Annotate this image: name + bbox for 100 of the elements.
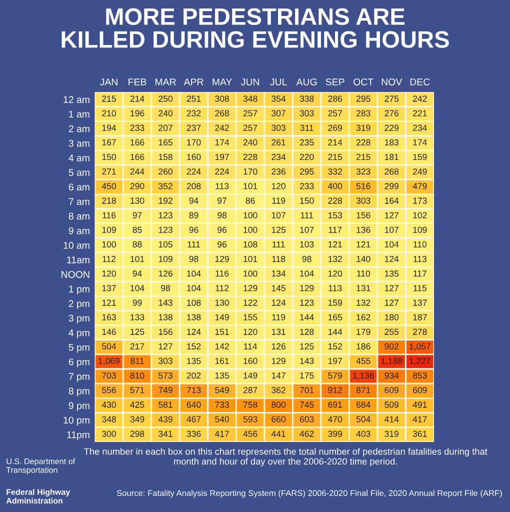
data-label: 165 [328, 314, 342, 320]
data-label: 218 [102, 198, 116, 204]
data-label: 180 [384, 314, 399, 320]
data-label: 811 [130, 358, 144, 364]
y-tick-label: 7 pm [68, 373, 90, 382]
data-label: 165 [158, 139, 172, 146]
data-label: 155 [244, 314, 258, 320]
x-tick-label: AUG [296, 78, 317, 86]
data-label: 540 [215, 416, 229, 422]
data-label: 295 [356, 96, 370, 102]
data-label: 187 [413, 314, 427, 320]
data-label: 240 [158, 110, 172, 116]
data-label: 257 [243, 110, 258, 116]
y-tick-label: 7 am [68, 198, 90, 206]
data-label: 240 [243, 139, 258, 146]
data-label: 98 [189, 256, 198, 262]
data-label: 158 [158, 154, 172, 160]
data-label: 127 [384, 285, 398, 292]
data-label: 1,136 [353, 372, 374, 380]
data-label: 186 [356, 343, 370, 350]
data-label: 88 [132, 241, 142, 248]
data-label: 912 [328, 387, 342, 394]
data-label: 133 [130, 314, 144, 320]
data-label: 220 [300, 154, 314, 160]
data-label: 303 [158, 358, 172, 364]
data-label: 236 [272, 168, 286, 175]
data-label: 1,069 [98, 358, 120, 366]
data-label: 162 [356, 314, 370, 320]
data-label: 109 [413, 226, 427, 233]
data-label: 159 [413, 154, 427, 160]
data-label: 118 [272, 256, 286, 262]
data-label: 234 [272, 154, 286, 160]
data-label: 217 [130, 343, 144, 350]
y-tick-label: 4 pm [68, 329, 90, 338]
data-label: 97 [218, 198, 226, 204]
data-label: 143 [158, 300, 172, 306]
y-tick-label: 1 pm [69, 286, 90, 294]
data-label: 152 [328, 343, 342, 350]
data-label: 221 [413, 110, 427, 116]
data-label: 215 [102, 96, 116, 102]
data-label: 417 [214, 430, 229, 437]
y-tick-label: 4 am [68, 154, 90, 162]
data-label: 111 [188, 241, 200, 248]
data-label: 105 [158, 241, 172, 248]
data-label: 349 [130, 416, 144, 422]
data-label: 573 [158, 372, 172, 379]
data-label: 113 [216, 183, 229, 190]
data-label: 348 [243, 96, 258, 102]
data-label: 300 [102, 430, 116, 437]
data-label: 134 [272, 270, 286, 277]
data-label: 283 [356, 110, 370, 116]
data-label: 603 [300, 416, 314, 422]
data-label: 131 [356, 285, 370, 292]
data-label: 120 [328, 270, 342, 277]
data-label: 119 [272, 198, 286, 204]
data-label: 111 [272, 241, 285, 248]
data-label: 853 [412, 372, 427, 379]
data-label: 348 [102, 416, 116, 422]
data-label: 491 [412, 402, 427, 408]
data-label: 145 [272, 285, 286, 292]
data-label: 130 [130, 198, 144, 204]
data-label: 98 [161, 285, 170, 292]
data-label: 120 [244, 328, 258, 335]
data-label: 123 [300, 300, 314, 306]
data-label: 609 [413, 387, 427, 394]
data-label: 425 [130, 402, 144, 408]
x-tick-label: SEP [326, 78, 344, 86]
data-label: 96 [218, 226, 227, 233]
data-label: 121 [102, 300, 116, 306]
y-tick-label: 6 am [68, 184, 90, 190]
data-label: 196 [130, 110, 144, 116]
data-label: 109 [102, 226, 116, 233]
data-label: 278 [413, 328, 427, 335]
data-label: 228 [328, 198, 342, 204]
data-label: 298 [130, 430, 144, 437]
data-label: 323 [356, 168, 370, 175]
x-tick-label: JUN [241, 78, 259, 86]
data-label: 110 [414, 241, 427, 248]
data-label: 130 [215, 300, 229, 306]
data-label: 251 [186, 96, 201, 102]
data-label: 131 [272, 328, 286, 335]
data-label: 307 [272, 110, 286, 116]
data-label: 144 [300, 314, 314, 320]
data-label: 160 [187, 154, 201, 160]
data-label: 455 [356, 358, 370, 364]
y-tick-label: 11am [67, 256, 90, 264]
x-tick-label: MAR [156, 78, 176, 86]
x-tick-label: JAN [100, 78, 118, 86]
data-label: 124 [384, 256, 399, 262]
data-label: 197 [215, 154, 229, 160]
data-label: 509 [384, 402, 398, 408]
data-label: 268 [215, 110, 229, 116]
data-label: 1,227 [410, 358, 430, 366]
data-label: 135 [215, 372, 229, 379]
chart-title: MORE PEDESTRIANS ARE KILLED DURING EVENING HOURS [62, 8, 449, 48]
data-label: 255 [384, 328, 399, 335]
data-label: 287 [243, 387, 258, 394]
y-tick-label: 9 am [68, 227, 90, 234]
data-label: 354 [272, 96, 286, 102]
data-label: 181 [384, 154, 398, 160]
